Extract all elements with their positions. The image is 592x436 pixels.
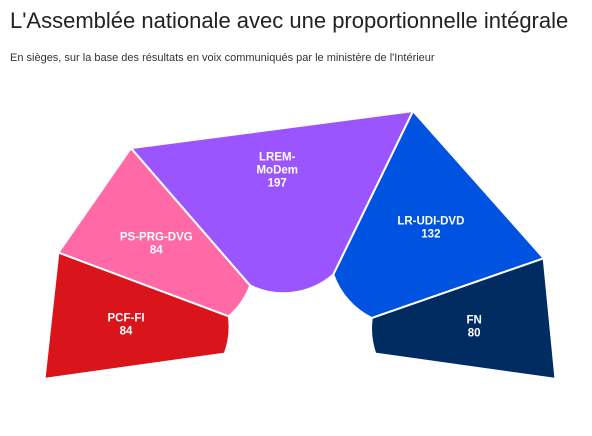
segment-label-lrem-modem: LREM-MoDem 197 <box>256 151 298 189</box>
segment-label-pcf-fi: PCF-FI 84 <box>108 312 145 337</box>
segment-value: 84 <box>120 325 133 337</box>
segment-label-lr-udi-dvd: LR-UDI-DVD 132 <box>397 215 464 240</box>
segment-value: 84 <box>150 245 163 257</box>
segment-fn <box>370 257 557 380</box>
chart-subtitle: En sièges, sur la base des résultats en … <box>10 52 435 64</box>
chart-title: L'Assemblée nationale avec une proportio… <box>10 8 569 33</box>
segment-label-fn: FN 80 <box>466 314 481 339</box>
segment-name: PS-PRG-DVG <box>120 232 193 244</box>
segment-name: LR-UDI-DVD <box>397 215 464 227</box>
segment-value: 132 <box>421 228 440 240</box>
segment-name: FN <box>466 314 481 326</box>
segment-label-ps-prg-dvg: PS-PRG-DVG 84 <box>120 232 193 257</box>
segment-name: MoDem <box>256 164 298 176</box>
segment-value: 197 <box>268 177 287 189</box>
segment-value: 80 <box>468 327 481 339</box>
segment-name: LREM- <box>259 151 296 163</box>
segment-name: PCF-FI <box>108 312 145 324</box>
